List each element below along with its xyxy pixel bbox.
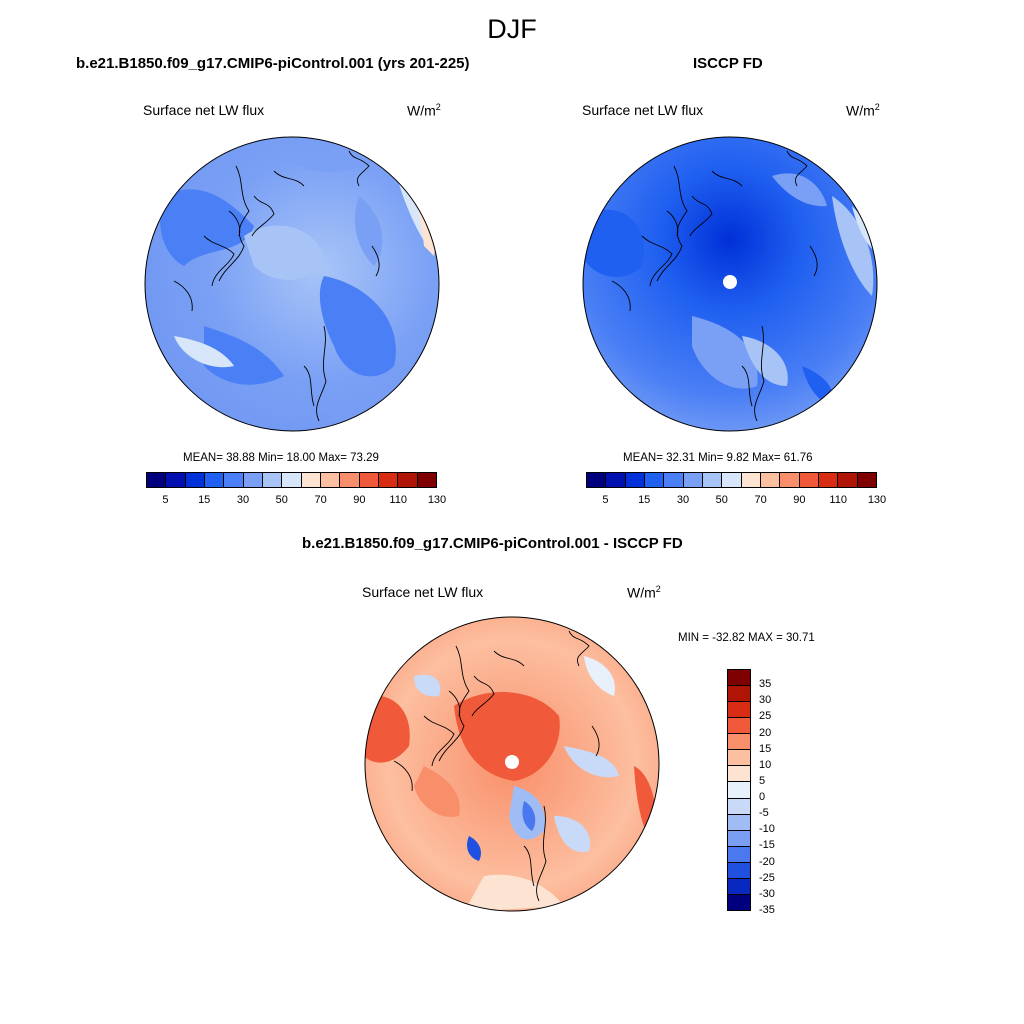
colorbar-swatch xyxy=(605,473,625,487)
colorbar-tick-label: 130 xyxy=(427,494,447,506)
colorbar-swatch xyxy=(682,473,702,487)
colorbar-swatch xyxy=(663,473,683,487)
panel-3-case-title: b.e21.B1850.f09_g17.CMIP6-piControl.001 … xyxy=(302,535,683,552)
colorbar-tick-label: 50 xyxy=(275,494,288,506)
season-title: DJF xyxy=(487,14,537,44)
colorbar-tick-label: 110 xyxy=(829,494,847,506)
panel-2-units: W/m2 xyxy=(846,102,880,119)
colorbar-swatch xyxy=(377,473,398,487)
colorbar-swatch xyxy=(740,473,760,487)
panel-2-stats: MEAN= 32.31 Min= 9.82 Max= 61.76 xyxy=(623,452,813,464)
colorbar-swatch xyxy=(643,473,664,487)
colorbar-swatch xyxy=(728,797,750,814)
panel-1-polar-map xyxy=(144,136,440,432)
panel-3-variable-label: Surface net LW flux xyxy=(362,584,484,600)
colorbar-tick-label: -5 xyxy=(759,807,769,820)
colorbar-tick-label: -15 xyxy=(759,839,775,852)
colorbar-swatch xyxy=(416,473,436,487)
colorbar-swatch xyxy=(728,685,750,702)
panel-3-polar-map xyxy=(364,616,660,912)
colorbar-tick-label: 50 xyxy=(715,494,728,506)
colorbar-swatch xyxy=(728,829,750,846)
colorbar-swatch xyxy=(223,473,243,487)
panel-1-colorbar xyxy=(146,472,437,488)
colorbar-swatch xyxy=(165,473,185,487)
panel-3-colorbar xyxy=(727,669,751,911)
panel-2-polar-map xyxy=(582,136,878,432)
colorbar-swatch xyxy=(856,473,876,487)
colorbar-swatch xyxy=(281,473,301,487)
colorbar-tick-label: 90 xyxy=(793,494,806,506)
colorbar-tick-label: 90 xyxy=(353,494,366,506)
panel-1-variable-label: Surface net LW flux xyxy=(143,102,265,118)
colorbar-swatch xyxy=(728,765,750,782)
colorbar-tick-label: -30 xyxy=(759,887,775,900)
colorbar-tick-label: 0 xyxy=(759,791,766,804)
colorbar-tick-label: 130 xyxy=(867,494,887,506)
colorbar-tick-label: 35 xyxy=(759,678,772,691)
colorbar-swatch xyxy=(728,733,750,750)
colorbar-swatch xyxy=(358,473,378,487)
colorbar-swatch xyxy=(261,473,282,487)
colorbar-swatch xyxy=(728,861,750,878)
colorbar-tick-label: 70 xyxy=(754,494,767,506)
colorbar-swatch xyxy=(728,717,750,734)
colorbar-tick-label: -10 xyxy=(759,823,775,836)
colorbar-tick-label: 25 xyxy=(759,710,772,723)
panel-3-stats: MIN = -32.82 MAX = 30.71 xyxy=(678,632,815,644)
colorbar-swatch xyxy=(721,473,741,487)
panel-2-variable-label: Surface net LW flux xyxy=(582,102,704,118)
colorbar-tick-label: 30 xyxy=(236,494,250,506)
colorbar-tick-label: 20 xyxy=(759,726,772,739)
colorbar-tick-label: 15 xyxy=(198,494,211,506)
colorbar-swatch xyxy=(779,473,799,487)
colorbar-tick-label: 5 xyxy=(759,774,766,787)
colorbar-swatch xyxy=(798,473,818,487)
colorbar-swatch xyxy=(339,473,359,487)
colorbar-swatch xyxy=(728,781,750,798)
colorbar-swatch xyxy=(319,473,340,487)
colorbar-swatch xyxy=(728,877,750,894)
colorbar-swatch xyxy=(759,473,780,487)
colorbar-tick-label: -35 xyxy=(759,904,775,916)
colorbar-tick-label: 10 xyxy=(759,758,772,771)
colorbar-swatch xyxy=(728,813,750,830)
colorbar-swatch xyxy=(728,749,750,766)
colorbar-swatch xyxy=(184,473,204,487)
colorbar-tick-label: 110 xyxy=(389,494,407,506)
panel-1-stats: MEAN= 38.88 Min= 18.00 Max= 73.29 xyxy=(183,452,379,464)
colorbar-swatch xyxy=(728,701,750,718)
colorbar-swatch xyxy=(728,670,750,686)
colorbar-swatch xyxy=(242,473,262,487)
panel-3-units: W/m2 xyxy=(627,584,661,601)
colorbar-tick-label: 15 xyxy=(638,494,651,506)
panel-1-case-title: b.e21.B1850.f09_g17.CMIP6-piControl.001 … xyxy=(76,55,470,72)
colorbar-swatch xyxy=(300,473,320,487)
colorbar-swatch xyxy=(397,473,417,487)
colorbar-tick-label: -25 xyxy=(759,871,775,884)
colorbar-tick-label: 5 xyxy=(162,494,169,506)
colorbar-tick-label: 70 xyxy=(314,494,327,506)
colorbar-swatch xyxy=(701,473,722,487)
colorbar-swatch xyxy=(624,473,644,487)
colorbar-tick-label: 5 xyxy=(602,494,609,506)
panel-1-units: W/m2 xyxy=(407,102,441,119)
panel-2-colorbar xyxy=(586,472,877,488)
colorbar-swatch xyxy=(587,473,606,487)
colorbar-swatch xyxy=(817,473,838,487)
colorbar-swatch xyxy=(728,845,750,862)
colorbar-tick-label: -20 xyxy=(759,855,775,868)
panel-2-case-title: ISCCP FD xyxy=(693,55,763,72)
colorbar-tick-label: 30 xyxy=(676,494,690,506)
colorbar-swatch xyxy=(147,473,166,487)
colorbar-swatch xyxy=(837,473,857,487)
colorbar-tick-label: 30 xyxy=(759,694,772,707)
colorbar-tick-label: 15 xyxy=(759,742,772,755)
colorbar-swatch xyxy=(203,473,224,487)
colorbar-swatch xyxy=(728,893,750,910)
